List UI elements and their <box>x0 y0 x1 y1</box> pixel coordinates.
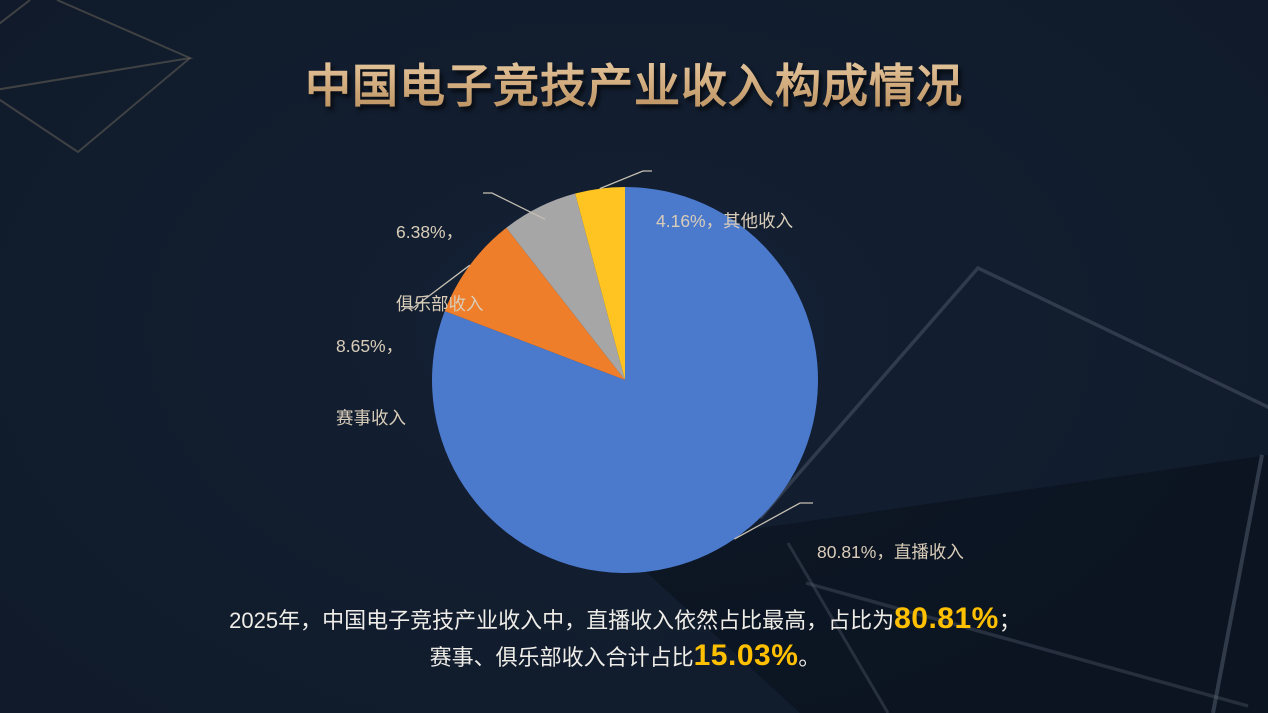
summary-line2-prefix: 赛事、俱乐部收入合计占比 <box>429 645 694 670</box>
summary-line2-highlight: 15.03% <box>693 639 799 672</box>
summary-line1-prefix: 2025年，中国电子竞技产业收入中，直播收入依然占比最高，占比为 <box>229 608 895 633</box>
wireframe-bottom-right <box>758 265 1268 520</box>
pie-label-text: 80.81%，直播收入 <box>817 542 964 562</box>
pie-label-text: 4.16%，其他收入 <box>656 211 794 231</box>
summary-line2-suffix: 。 <box>798 645 821 670</box>
wireframe-bottom-right <box>1211 454 1264 713</box>
pie-label-text: 8.65%， <box>336 336 404 356</box>
pie-label-other-revenue: 4.16%，其他收入 <box>656 161 793 281</box>
pie-label-tournament-revenue: 8.65%， 赛事收入 <box>336 286 406 478</box>
pie-leader-line-3 <box>483 192 546 220</box>
pie-leader-line-1 <box>734 502 813 540</box>
summary-text: 2025年，中国电子竞技产业收入中，直播收入依然占比最高，占比为80.81%； … <box>0 600 1250 674</box>
page-title: 中国电子竞技产业收入构成情况 <box>0 50 1268 116</box>
pie-leader-line-4 <box>599 170 652 190</box>
pie-label-club-revenue: 6.38%， 俱乐部收入 <box>396 172 484 364</box>
summary-line1-suffix: ； <box>998 608 1021 633</box>
summary-line-1: 2025年，中国电子竞技产业收入中，直播收入依然占比最高，占比为80.81%； <box>0 600 1250 637</box>
pie-slice-3 <box>506 193 625 380</box>
pie-slice-4 <box>575 187 625 380</box>
pie-label-text: 赛事收入 <box>336 408 406 428</box>
pie-label-live-streaming-revenue: 80.81%，直播收入 <box>817 492 964 612</box>
summary-line-2: 赛事、俱乐部收入合计占比15.03%。 <box>0 637 1250 674</box>
summary-line1-highlight: 80.81% <box>894 602 999 635</box>
wireframe-top-left <box>0 0 31 25</box>
pie-label-text: 6.38%， <box>396 222 464 242</box>
pie-label-text: 俱乐部收入 <box>396 294 484 314</box>
